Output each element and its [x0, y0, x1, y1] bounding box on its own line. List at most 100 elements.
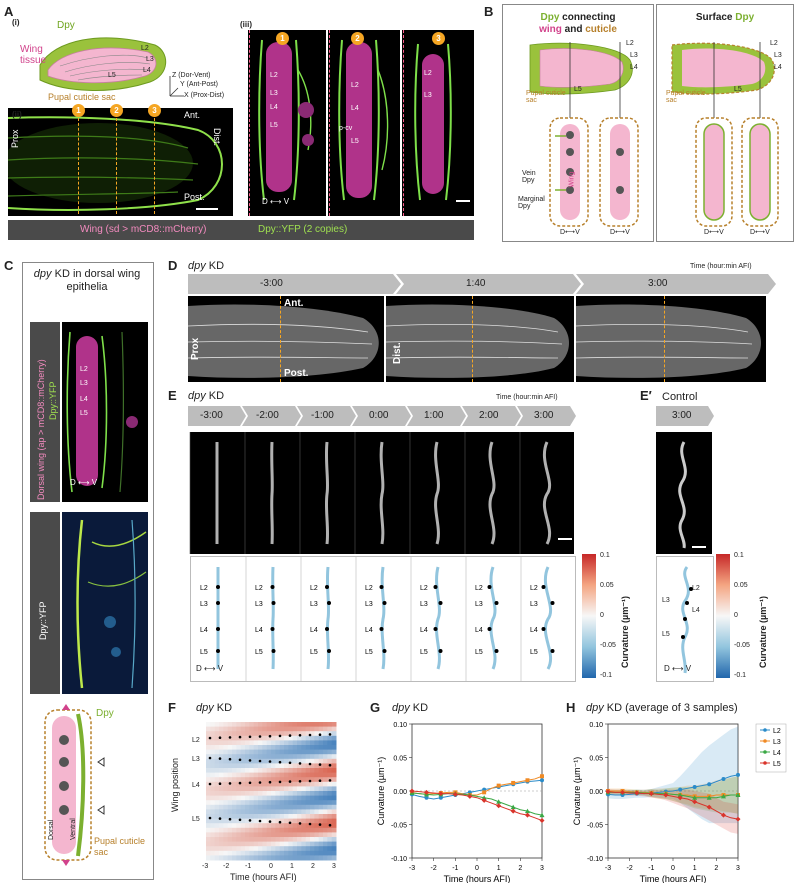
- f-vein-track-dot: [238, 735, 242, 739]
- f-heatmap-cell: [227, 795, 233, 801]
- f-heatmap-cell: [288, 814, 294, 820]
- f-heatmap-cell: [305, 823, 311, 829]
- e-vein-label: L5: [310, 649, 318, 656]
- f-heatmap-cell: [262, 795, 268, 801]
- e-frame-vein-trace: [270, 441, 274, 545]
- f-heatmap-cell: [232, 722, 237, 728]
- f-heatmap-cell: [232, 749, 237, 755]
- axis-y-label: Y (Ant-Post): [180, 81, 218, 88]
- f-heatmap-cell: [223, 818, 229, 824]
- f-heatmap-cell: [249, 726, 255, 732]
- e-vein-dot: [438, 601, 443, 605]
- f-heatmap-cell: [253, 735, 259, 741]
- f-heatmap-cell: [297, 791, 302, 797]
- f-heatmap-cell: [288, 846, 294, 852]
- f-heatmap-cell: [271, 754, 276, 760]
- f-heatmap-cell: [266, 745, 272, 751]
- f-heatmap-cell: [245, 726, 250, 732]
- f-heatmap-cell: [314, 749, 320, 755]
- f-heatmap-cell: [210, 823, 216, 829]
- x-tick-label: 0: [475, 865, 479, 872]
- f-heatmap-cell: [253, 818, 259, 824]
- f-xtick-3: 0: [269, 863, 273, 870]
- f-vein-track-dot: [278, 734, 282, 738]
- f-heatmap-cell: [245, 804, 250, 810]
- f-heatmap-cell: [253, 781, 259, 787]
- f-vein-track-dot: [308, 822, 312, 826]
- f-vein-track-dot: [248, 819, 252, 822]
- f-heatmap-cell: [297, 837, 302, 843]
- f-heatmap-cell: [275, 786, 281, 792]
- axis-z-label: Z (Dor-Vent): [172, 72, 211, 79]
- f-heatmap-cell: [262, 841, 268, 847]
- f-heatmap-cell: [214, 850, 220, 856]
- f-heatmap-cell: [305, 772, 311, 778]
- ant-label: Ant.: [184, 110, 201, 120]
- f-heatmap-cell: [232, 772, 237, 778]
- b2-vein-l2: L2: [770, 40, 778, 47]
- series-line-l3: [411, 775, 543, 796]
- f-heatmap-cell: [297, 804, 302, 810]
- f-heatmap-cell: [310, 726, 315, 732]
- f-heatmap-cell: [275, 777, 281, 783]
- e-vein-label: L3: [530, 601, 538, 608]
- f-heatmap-cell: [214, 726, 220, 732]
- f-heatmap-cell: [227, 809, 233, 815]
- f-heatmap-cell: [271, 804, 276, 810]
- e-vein-label: L5: [255, 649, 263, 656]
- f-heatmap-cell: [236, 837, 242, 843]
- f-heatmap-cell: [214, 841, 220, 847]
- f-heatmap-cell: [305, 735, 311, 741]
- y-axis-label: Curvature (µm⁻¹): [376, 757, 386, 825]
- x-tick-label: -1: [648, 865, 654, 872]
- y-tick-label: 0.05: [393, 756, 407, 763]
- f-heatmap-cell: [297, 809, 302, 815]
- e-frame-vein-trace: [324, 441, 330, 545]
- eprime-cb-tick-2: 0.05: [734, 582, 748, 589]
- f-heatmap-cell: [327, 754, 333, 760]
- f-heatmap-cell: [314, 850, 320, 856]
- b-vein-l4: L4: [630, 64, 638, 71]
- f-heatmap-cell: [262, 758, 268, 764]
- f-heatmap-cell: [331, 823, 337, 829]
- f-heatmap-cell: [240, 795, 246, 801]
- f-heatmap-cell: [318, 800, 324, 806]
- eprime-title: Control: [662, 391, 698, 403]
- f-vein-track-dot: [258, 819, 262, 823]
- eprime-cb-tick-4: -0.05: [734, 642, 750, 649]
- f-heatmap-cell: [305, 841, 311, 847]
- f-heatmap-cell: [266, 832, 272, 838]
- eprime-vein-l2: L2: [692, 585, 700, 592]
- e-vein-dot: [382, 601, 387, 605]
- d-time-1: -3:00: [260, 278, 283, 289]
- f-vein-track-dot: [288, 821, 292, 825]
- legend-marker-l3: [763, 739, 767, 743]
- e-time-6: 3:00: [534, 410, 554, 421]
- f-heatmap-cell: [284, 800, 289, 806]
- section-num-2: 2: [110, 104, 123, 117]
- f-heatmap-cell: [297, 763, 302, 769]
- e-vein-label: L2: [475, 585, 483, 592]
- f-heatmap-cell: [314, 837, 320, 843]
- f-heatmap-cell: [292, 814, 298, 820]
- f-heatmap-cell: [210, 855, 216, 861]
- e-vein-label: L2: [365, 585, 373, 592]
- f-heatmap-cell: [323, 818, 328, 824]
- f-heatmap-cell: [275, 791, 281, 797]
- f-heatmap-cell: [314, 740, 320, 746]
- f-heatmap-cell: [318, 745, 324, 751]
- f-heatmap-cell: [301, 758, 307, 764]
- f-heatmap-cell: [232, 791, 237, 797]
- f-heatmap-cell: [266, 777, 272, 783]
- f-heatmap-cell: [271, 786, 276, 792]
- f-heatmap-cell: [331, 777, 337, 783]
- f-heatmap-cell: [206, 846, 211, 852]
- f-heatmap-cell: [262, 735, 268, 741]
- e-time-3: 0:00: [369, 410, 389, 421]
- f-heatmap-cell: [232, 768, 237, 774]
- f-heatmap-cell: [310, 791, 315, 797]
- f-heatmap-cell: [271, 772, 276, 778]
- f-heatmap-cell: [288, 731, 294, 737]
- f-heatmap-cell: [318, 804, 324, 810]
- f-heatmap-cell: [305, 795, 311, 801]
